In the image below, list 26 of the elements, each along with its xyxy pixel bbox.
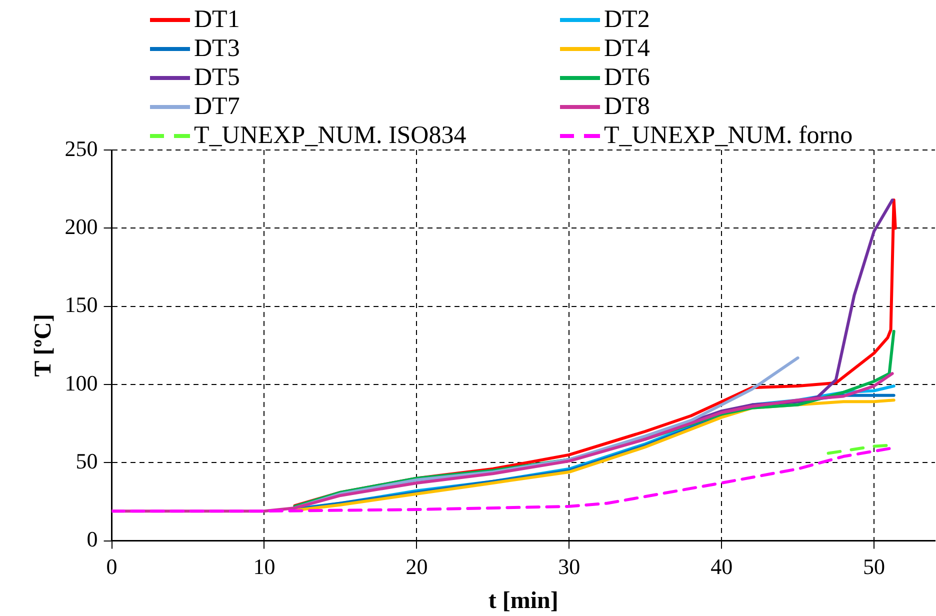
y-tick-label: 100 (64, 370, 98, 396)
legend-label: DT5 (194, 64, 240, 91)
y-tick-label: 50 (76, 448, 98, 474)
y-tick-label: 200 (64, 214, 98, 239)
legend-label: DT4 (604, 35, 650, 62)
line-series (112, 447, 891, 513)
legend-label: T_UNEXP_NUM. ISO834 (194, 122, 466, 149)
legend-label: DT8 (604, 93, 650, 120)
legend-label: T_UNEXP_NUM. forno (604, 122, 853, 149)
y-tick-label: 250 (64, 136, 98, 161)
legend-label: DT2 (604, 6, 650, 33)
legend-label: DT3 (194, 35, 240, 62)
x-axis-title: t [min] (488, 588, 558, 614)
x-tick-label: 50 (863, 554, 886, 579)
y-tick-label: 150 (64, 292, 98, 318)
legend-label: DT7 (194, 93, 240, 120)
x-tick-label: 10 (253, 554, 276, 579)
legend-label: DT1 (194, 6, 240, 33)
line-series (826, 444, 888, 455)
y-tick-label: 0 (86, 526, 98, 552)
y-axis-title: T [ºC] (30, 314, 57, 377)
x-tick-label: 30 (558, 554, 580, 579)
x-tick-label: 0 (106, 554, 118, 579)
x-tick-label: 20 (406, 554, 428, 579)
x-tick-label: 40 (710, 554, 733, 579)
legend-label: DT6 (604, 64, 650, 91)
